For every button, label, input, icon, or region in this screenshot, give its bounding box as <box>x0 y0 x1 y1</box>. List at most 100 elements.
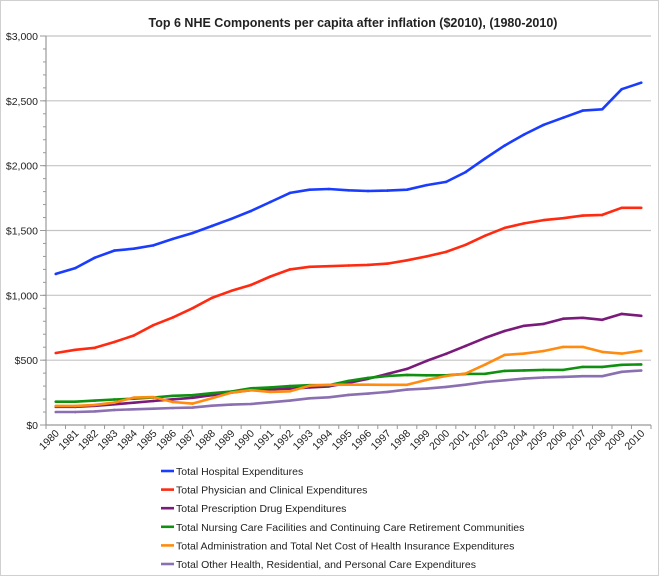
x-tick-label: 2010 <box>622 428 647 453</box>
data-point <box>542 368 545 372</box>
y-tick-label: $1,000 <box>6 290 38 302</box>
data-point <box>581 109 584 112</box>
x-tick-label: 1985 <box>134 428 159 453</box>
data-point <box>269 200 272 204</box>
data-point <box>347 189 350 192</box>
data-point <box>152 244 155 247</box>
data-point <box>386 189 389 192</box>
data-point <box>113 340 116 344</box>
data-point <box>132 401 136 404</box>
data-point <box>269 386 272 389</box>
data-point <box>191 402 194 405</box>
y-tick-label: $2,000 <box>6 161 38 173</box>
data-point <box>73 404 77 408</box>
data-point <box>54 400 58 403</box>
gridlines <box>46 35 651 361</box>
data-point <box>288 387 292 390</box>
data-point <box>210 404 214 407</box>
data-point <box>308 265 311 269</box>
data-point <box>152 407 155 410</box>
data-point <box>191 307 194 310</box>
x-tick-label: 1983 <box>95 428 120 453</box>
legend-label: Total Other Health, Residential, and Per… <box>176 559 476 571</box>
data-point <box>249 402 253 406</box>
data-point <box>639 369 643 372</box>
data-point <box>327 395 331 399</box>
data-point <box>210 224 214 228</box>
data-point <box>483 372 487 376</box>
x-tick-label: 1990 <box>232 428 257 453</box>
x-tick-label: 2004 <box>505 428 530 453</box>
data-point <box>288 268 292 271</box>
x-tick-label: 1988 <box>193 428 218 453</box>
data-point <box>210 296 214 300</box>
data-point <box>327 383 331 387</box>
x-tick-label: 2006 <box>544 428 569 453</box>
data-point <box>405 259 409 262</box>
series-line-1 <box>55 81 642 276</box>
data-point <box>191 406 194 409</box>
data-point <box>522 369 526 372</box>
data-point <box>405 388 409 391</box>
data-point <box>113 408 116 412</box>
legend-label: Total Hospital Expenditures <box>176 466 303 478</box>
data-point <box>542 376 545 379</box>
data-point <box>600 318 604 322</box>
series-line-6 <box>55 369 642 414</box>
data-point <box>600 107 604 111</box>
data-point <box>444 352 448 356</box>
data-point <box>464 372 467 375</box>
data-point <box>522 324 526 328</box>
data-point <box>132 247 136 250</box>
data-point <box>542 218 545 222</box>
data-point <box>73 266 77 270</box>
data-point <box>444 180 448 184</box>
data-point <box>483 380 487 384</box>
data-point <box>483 363 487 366</box>
data-point <box>73 348 77 352</box>
data-point <box>483 157 487 160</box>
data-point <box>288 399 292 402</box>
data-point <box>561 368 565 372</box>
x-tick-label: 2008 <box>583 428 608 453</box>
data-point <box>639 349 643 353</box>
x-tick-label: 1989 <box>213 428 238 453</box>
data-point <box>152 323 155 327</box>
data-point <box>464 344 467 348</box>
x-tick-label: 1992 <box>271 428 296 453</box>
data-point <box>405 383 409 387</box>
data-point <box>522 377 526 380</box>
data-point <box>132 334 136 337</box>
data-point <box>386 374 389 378</box>
data-point <box>269 401 272 404</box>
data-point <box>464 243 467 247</box>
data-point <box>366 383 370 386</box>
data-point <box>620 312 624 316</box>
data-point <box>347 379 350 383</box>
data-point <box>366 189 370 193</box>
data-point <box>425 183 428 187</box>
x-tick-label: 2001 <box>447 428 472 453</box>
data-point <box>171 406 175 410</box>
data-point <box>54 272 58 276</box>
data-point <box>600 374 604 378</box>
data-point <box>581 345 584 349</box>
data-point <box>464 383 467 386</box>
legend-label: Total Nursing Care Facilities and Contin… <box>176 522 524 534</box>
data-point <box>93 346 97 350</box>
data-point <box>191 396 194 400</box>
data-point <box>425 374 428 377</box>
data-point <box>308 188 311 191</box>
data-point <box>483 234 487 237</box>
series-line-2 <box>55 206 642 355</box>
data-point <box>132 396 136 399</box>
data-point <box>171 398 175 401</box>
data-point <box>444 385 448 389</box>
data-point <box>269 390 272 394</box>
legend-label: Total Administration and Total Net Cost … <box>176 540 514 552</box>
data-point <box>347 264 350 267</box>
data-point <box>171 237 175 241</box>
data-point <box>93 410 97 413</box>
data-point <box>230 217 233 221</box>
x-tick-label: 1993 <box>291 428 316 453</box>
